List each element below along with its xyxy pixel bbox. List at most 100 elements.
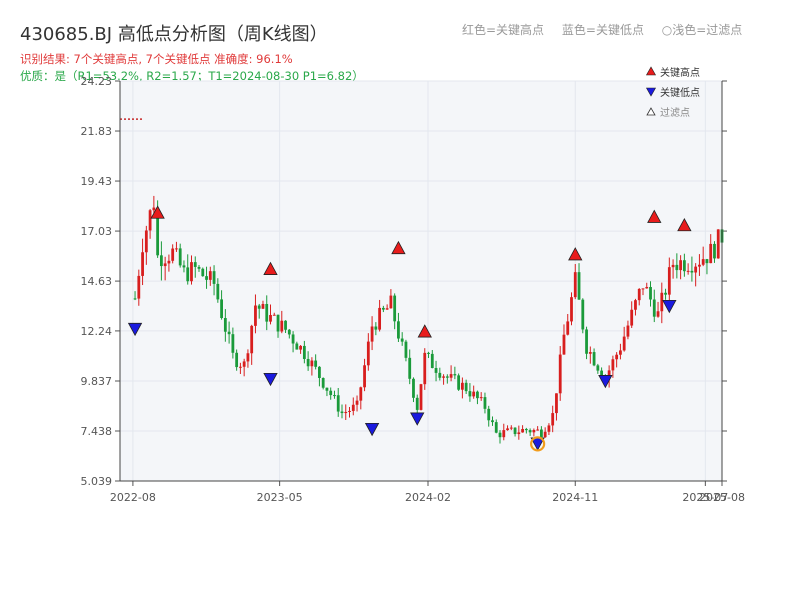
candle-body	[524, 428, 528, 431]
candle-body	[208, 271, 212, 280]
candle-body	[682, 260, 686, 272]
candle	[570, 292, 573, 326]
x-tick-label: 2024-11	[552, 491, 598, 504]
candle	[705, 258, 709, 275]
candle-body	[460, 382, 464, 390]
candle	[190, 255, 193, 285]
candle-body	[532, 429, 536, 433]
candle	[438, 367, 442, 381]
candle-body	[479, 397, 483, 399]
candle-body	[242, 361, 246, 367]
candle-body	[280, 320, 284, 332]
candle-body	[287, 329, 291, 335]
candle-body	[483, 397, 487, 409]
candle	[363, 358, 366, 392]
candle	[351, 397, 355, 416]
candle-body	[547, 425, 551, 432]
candle-body	[178, 248, 182, 266]
candle-body	[634, 300, 637, 310]
candle-body	[709, 243, 713, 264]
candle-body	[679, 260, 683, 271]
candle	[186, 254, 190, 285]
candle	[555, 393, 558, 421]
y-tick-label: 12.24	[81, 325, 113, 338]
candle-body	[694, 266, 698, 273]
candle	[506, 425, 509, 431]
recognition-result: 识别结果: 7个关键高点, 7个关键低点 准确度: 96.1%	[20, 52, 293, 66]
candle	[212, 265, 216, 296]
key-low-marker	[127, 322, 143, 337]
candle	[235, 349, 239, 371]
candle	[272, 312, 276, 316]
candle-body	[645, 286, 649, 289]
candle-body	[220, 299, 223, 319]
candle	[509, 425, 513, 431]
candle	[615, 352, 619, 368]
candle-body	[412, 378, 415, 398]
candle-body	[156, 207, 160, 256]
legend-high-icon	[645, 66, 657, 76]
candle	[370, 316, 374, 351]
candle-body	[622, 336, 626, 351]
candle-body	[197, 266, 201, 269]
candle-body	[257, 305, 261, 309]
key-high-marker	[417, 324, 432, 338]
candle-body	[588, 352, 592, 354]
candle-body	[231, 334, 235, 353]
candle	[393, 293, 397, 330]
candle-body	[434, 368, 438, 373]
candle-body	[152, 207, 156, 211]
candle-body	[671, 264, 675, 268]
candle	[528, 428, 532, 436]
candle	[445, 374, 449, 384]
candle	[652, 289, 656, 323]
candle-body	[427, 352, 430, 354]
key-low-marker	[410, 412, 425, 426]
candle	[649, 281, 652, 307]
legend-label: 关键高点	[660, 66, 700, 79]
candle	[596, 363, 600, 374]
candle	[314, 354, 318, 370]
top-legend-low: 蓝色=关键低点	[561, 23, 644, 37]
candle-body	[551, 413, 555, 426]
candle-body	[133, 298, 137, 300]
filtered-point-marker	[530, 436, 546, 452]
chart-title: 430685.BJ 高低点分析图（周K线图）	[20, 24, 328, 45]
candle-body	[573, 272, 577, 298]
candle	[694, 263, 698, 287]
candle-body	[333, 395, 336, 397]
candle-body	[641, 288, 645, 290]
candle	[423, 348, 427, 390]
candle-body	[400, 338, 404, 342]
candle	[306, 351, 310, 371]
candle-body	[272, 314, 276, 316]
candle-body	[445, 376, 449, 378]
candle	[276, 314, 280, 338]
candle	[397, 312, 400, 343]
candle-body	[716, 229, 720, 259]
candle	[250, 324, 254, 365]
candle	[239, 362, 242, 374]
candle	[257, 303, 261, 319]
candle-body	[476, 391, 479, 399]
key-low-marker	[364, 422, 380, 437]
candle-body	[205, 276, 208, 280]
key-low-marker	[662, 299, 677, 314]
candle	[588, 346, 592, 364]
candle-body	[291, 334, 295, 344]
candle-body	[201, 268, 205, 277]
candle-body	[690, 270, 694, 273]
candle	[622, 326, 626, 352]
candle-body	[449, 374, 453, 378]
candle-body	[536, 429, 540, 431]
candle	[558, 346, 562, 401]
candle	[667, 257, 671, 307]
candle-body	[163, 263, 167, 267]
candle-body	[378, 307, 382, 330]
candle	[611, 355, 615, 378]
candle	[453, 366, 457, 380]
candle-body	[265, 303, 269, 322]
candle	[464, 379, 468, 394]
candle-body	[637, 288, 641, 301]
candle-body	[325, 387, 329, 391]
